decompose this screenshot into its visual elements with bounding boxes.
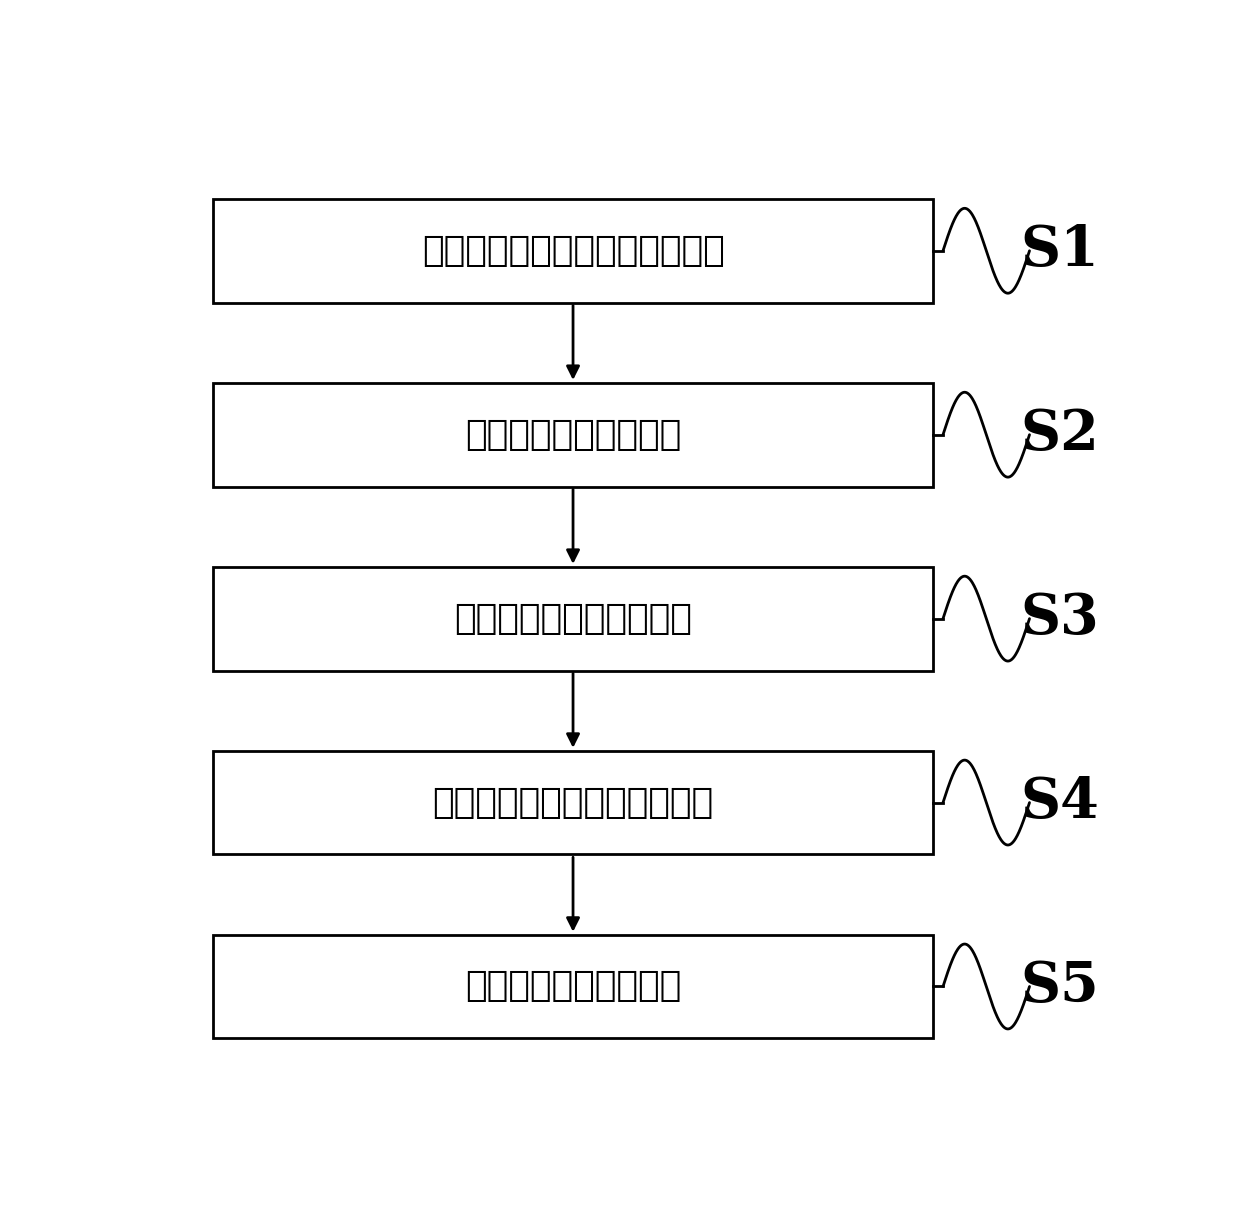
Text: 设备及航天员生理状态准备阶段: 设备及航天员生理状态准备阶段: [422, 234, 724, 268]
Text: S2: S2: [1019, 407, 1099, 462]
Text: S4: S4: [1019, 775, 1099, 831]
Text: 虚拟舱内场景生成阶段: 虚拟舱内场景生成阶段: [465, 418, 681, 452]
Text: S3: S3: [1019, 592, 1099, 646]
FancyBboxPatch shape: [213, 382, 934, 486]
FancyBboxPatch shape: [213, 935, 934, 1039]
FancyBboxPatch shape: [213, 198, 934, 303]
Text: S1: S1: [1019, 223, 1099, 278]
FancyBboxPatch shape: [213, 751, 934, 855]
Text: 航天员舱内导航训练阶段: 航天员舱内导航训练阶段: [454, 601, 692, 636]
Text: 航天员舱内导航任务执行阶段: 航天员舱内导航任务执行阶段: [433, 785, 713, 820]
Text: 模拟导航效果评定阶段: 模拟导航效果评定阶段: [465, 969, 681, 1003]
FancyBboxPatch shape: [213, 567, 934, 670]
Text: S5: S5: [1019, 959, 1099, 1014]
